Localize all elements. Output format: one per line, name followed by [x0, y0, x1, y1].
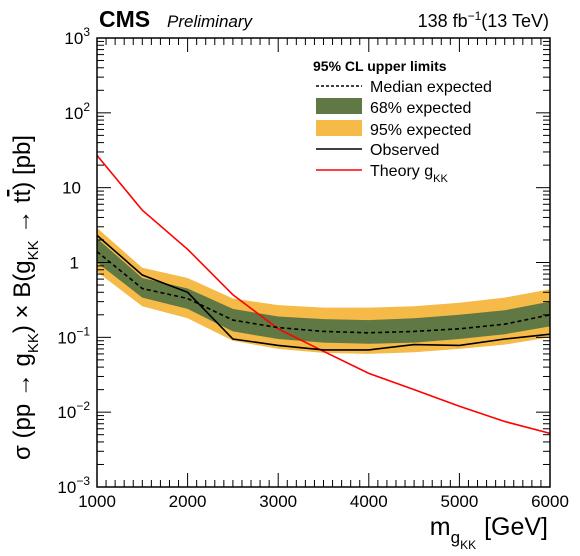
bands-layer [97, 227, 550, 354]
y-tick-label: 10−1 [57, 324, 90, 347]
x-tick-label: 4000 [350, 492, 388, 511]
x-tick-label: 5000 [440, 492, 478, 511]
y-axis-label-part4: ) [pb] [9, 135, 36, 190]
legend-band68-label: 68% expected [370, 100, 471, 117]
tick-labels-layer: 1000 2000 3000 4000 5000 6000 10−3 10−2 10−1 1 10 1… [57, 25, 569, 511]
y-axis-label: σ (pp → gKK) × B(gKK → tt) [pb] [9, 135, 42, 460]
lumi-value: 138 fb [418, 11, 468, 31]
y-axis-label-part2: ) × B(g [9, 260, 36, 333]
legend-band95-swatch [316, 120, 362, 136]
x-tick-label: 6000 [531, 492, 569, 511]
legend-band95-label: 95% expected [370, 122, 471, 139]
y-tick-label: 10−2 [57, 399, 90, 422]
energy-value: (13 TeV) [481, 11, 549, 31]
legend-band68-swatch [316, 98, 362, 114]
lumi-label: 138 fb−1(13 TeV) [418, 9, 549, 31]
x-axis-label-subsub: KK [460, 538, 476, 552]
y-tick-label: 10 [62, 179, 81, 198]
y-axis-label-sub1: KK [25, 333, 42, 353]
y-tick-label: 102 [64, 100, 90, 123]
legend-title: 95% CL upper limits [313, 58, 447, 74]
x-axis-label-sub: g [451, 528, 460, 547]
band-68-expected [97, 238, 550, 344]
lumi-exponent: −1 [468, 9, 482, 23]
x-tick-label: 3000 [259, 492, 297, 511]
x-tick-label: 2000 [169, 492, 207, 511]
observed-line [96, 234, 551, 351]
x-tick-label: 1000 [78, 492, 116, 511]
curves-layer [96, 154, 551, 435]
ticks-layer [96, 37, 551, 488]
y-axis-label-part3: → t [9, 196, 36, 240]
median-expected-line [96, 250, 551, 334]
y-axis-label-sub2: KK [25, 240, 42, 260]
y-tick-label: 10−3 [57, 474, 90, 497]
y-axis-label-part1: σ (pp → g [9, 353, 36, 460]
x-axis-label-main: m [430, 513, 451, 541]
status-label: Preliminary [167, 12, 254, 31]
legend-theory-sub: KK [433, 173, 448, 185]
legend-theory-text: Theory g [370, 163, 433, 180]
y-tick-label: 1 [70, 254, 79, 273]
y-axis-label-tbar: t [9, 189, 36, 196]
legend-theory-label: Theory gKK [370, 163, 448, 185]
experiment-label: CMS [99, 6, 150, 32]
legend-median-label: Median expected [370, 79, 492, 96]
legend: 95% CL upper limits Median expected 68% … [313, 58, 492, 185]
legend-observed-label: Observed [370, 142, 439, 159]
x-axis-label-unit: [GeV] [484, 513, 548, 541]
theory-line [96, 154, 551, 435]
y-tick-label: 103 [64, 25, 90, 48]
x-axis-label: mgKK [GeV] [430, 513, 548, 552]
